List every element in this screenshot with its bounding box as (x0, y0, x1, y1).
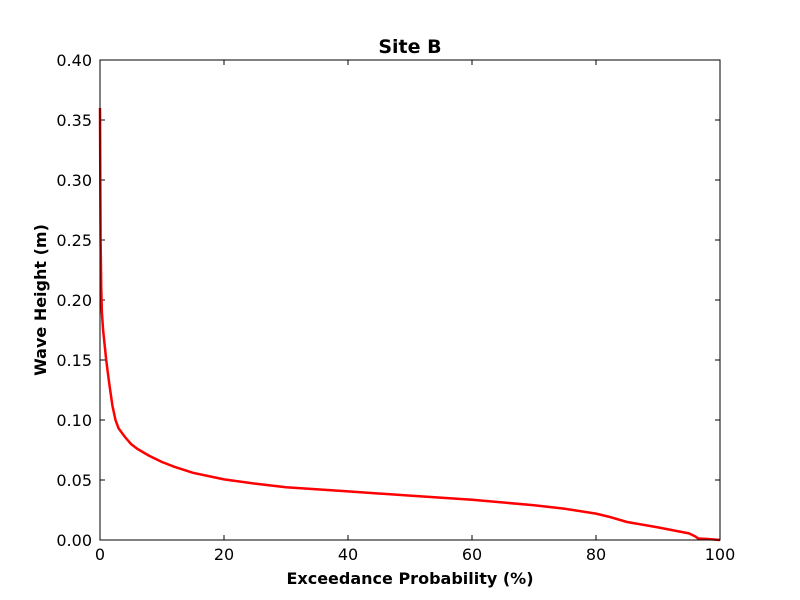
x-axis-label: Exceedance Probability (%) (286, 569, 533, 588)
y-tick-label: 0.10 (56, 411, 92, 430)
x-tick-label: 100 (705, 545, 736, 564)
y-tick-label: 0.40 (56, 51, 92, 70)
y-tick-label: 0.15 (56, 351, 92, 370)
y-tick-label: 0.05 (56, 471, 92, 490)
series-layer (98, 107, 721, 542)
x-tick-label: 0 (95, 545, 105, 564)
x-tick-label: 60 (462, 545, 482, 564)
chart-title: Site B (378, 36, 441, 58)
y-tick-label: 0.25 (56, 231, 92, 250)
y-axis-label: Wave Height (m) (31, 224, 50, 376)
y-tick-label: 0.20 (56, 291, 92, 310)
y-tick-label: 0.00 (56, 531, 92, 550)
axes-frame (99, 59, 721, 541)
x-axis-ticks: 0 20 40 60 80 100 (95, 60, 735, 564)
y-tick-label: 0.35 (56, 111, 92, 130)
x-tick-label: 80 (586, 545, 606, 564)
x-tick-label: 40 (338, 545, 358, 564)
x-tick-label: 20 (214, 545, 234, 564)
y-tick-label: 0.30 (56, 171, 92, 190)
y-axis-ticks: 0.00 0.05 0.10 0.15 0.20 0.25 0.30 0.35 0.40 (56, 51, 720, 550)
series-line-0 (98, 107, 721, 542)
